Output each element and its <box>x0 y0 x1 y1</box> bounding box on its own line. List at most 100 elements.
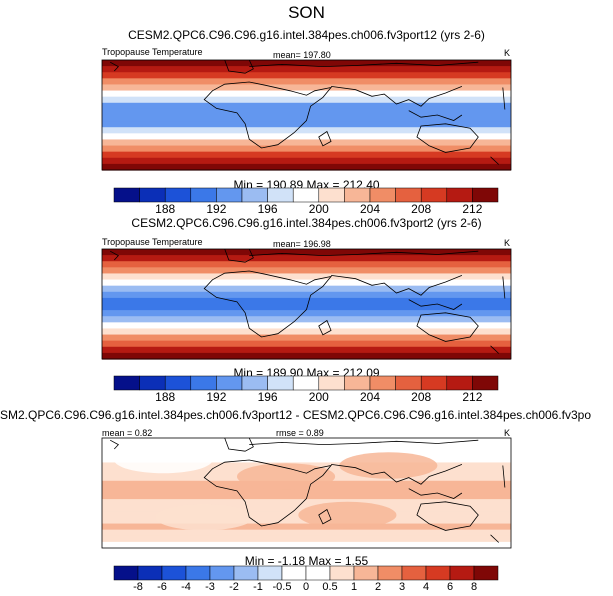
colorbar-tick-label: 2 <box>375 581 381 593</box>
lat-band <box>102 145 511 153</box>
coastline <box>417 124 478 153</box>
colorbar-tick-label: 204 <box>360 202 380 216</box>
lat-band <box>102 255 511 262</box>
coastline <box>491 535 499 543</box>
lat-band <box>102 444 511 451</box>
colorbar-swatch <box>318 187 345 203</box>
colorbar-swatch <box>292 375 320 391</box>
panel2-mean-label: mean= 196.98 <box>273 239 331 249</box>
colorbar-swatch <box>305 565 331 581</box>
colorbar-swatch <box>353 565 379 581</box>
lat-band <box>102 78 511 86</box>
lat-band <box>102 273 511 281</box>
colorbar-swatch <box>241 187 268 203</box>
colorbar-tick-label: 0 <box>303 581 309 593</box>
lat-band <box>102 529 511 537</box>
panel3-mean-label: mean = 0.82 <box>102 428 153 438</box>
colorbar-tick-label: 192 <box>206 390 226 404</box>
lat-band <box>102 139 511 147</box>
lat-band <box>102 328 511 336</box>
colorbar-tick-label: -8 <box>133 581 143 593</box>
coastline <box>417 502 478 531</box>
colorbar-tick-label: 0.5 <box>322 581 337 593</box>
lat-band <box>102 340 511 348</box>
colorbar-swatch <box>241 375 268 391</box>
colorbar-tick-label: 196 <box>258 202 278 216</box>
lat-band <box>102 334 511 342</box>
colorbar-tick-label: 1 <box>351 581 357 593</box>
anomaly-patch <box>155 504 254 531</box>
colorbar-tick-label: 208 <box>411 390 431 404</box>
coastline <box>319 510 331 524</box>
colorbar-swatch <box>446 187 473 203</box>
panel2-units-label: K <box>504 238 511 248</box>
colorbar-swatch <box>425 565 451 581</box>
coastlines <box>110 249 505 354</box>
colorbar-tick-label: 200 <box>309 202 329 216</box>
colorbar-swatch <box>113 187 140 203</box>
colorbar-tick-label: 4 <box>423 581 429 593</box>
colorbar-swatch <box>401 565 427 581</box>
colorbar-swatch <box>216 187 243 203</box>
panel1-mean-label: mean= 197.80 <box>273 50 331 60</box>
colorbar-swatch <box>164 375 192 391</box>
coastlines <box>110 60 505 165</box>
panel3-case-title: SM2.QPC6.C96.C96.g16.intel.384pes.ch006.… <box>0 408 592 422</box>
colorbar-tick-label: -2 <box>229 581 239 593</box>
colorbar-swatch <box>420 187 448 203</box>
lat-band <box>102 115 511 122</box>
panel1-variable-label: Tropopause Temperature <box>102 47 203 57</box>
lat-band <box>102 523 511 531</box>
colorbar-swatch <box>446 375 473 391</box>
lat-band <box>102 297 511 305</box>
colorbar-tick-label: 3 <box>399 581 405 593</box>
coastline <box>110 251 118 260</box>
colorbar-swatch <box>209 565 235 581</box>
coastline <box>409 300 462 310</box>
colorbar-swatch <box>161 565 187 581</box>
anomaly-patch <box>114 446 213 474</box>
colorbar-swatch <box>164 187 192 203</box>
coastline <box>319 321 331 335</box>
coastline <box>409 489 462 499</box>
coastline <box>503 466 505 488</box>
lat-band <box>102 261 511 268</box>
colorbar-tick-label: 192 <box>206 202 226 216</box>
lat-band <box>102 108 511 116</box>
colorbar-swatch <box>473 565 499 581</box>
lat-band <box>102 499 511 506</box>
lat-band <box>102 493 511 500</box>
lat-band <box>102 127 511 134</box>
lat-band <box>102 310 511 317</box>
colorbar-swatch <box>233 565 259 581</box>
panel1-case-title: CESM2.QPC6.C96.C96.g16.intel.384pes.ch00… <box>128 28 485 42</box>
colorbar-swatch <box>395 375 422 391</box>
coastline <box>204 460 331 526</box>
lat-band <box>102 267 511 275</box>
coastlines <box>110 438 505 543</box>
coastline <box>503 277 505 299</box>
colorbar-1: 188 192 196 200 204 208 212 <box>113 187 499 216</box>
lat-band <box>102 438 511 445</box>
lat-band <box>102 486 511 494</box>
lat-band <box>102 90 511 98</box>
colorbar-swatch <box>292 187 320 203</box>
colorbar-swatch <box>267 187 294 203</box>
lat-band <box>102 66 511 73</box>
coastline <box>110 440 118 449</box>
colorbar-2: 188 192 196 200 204 208 212 <box>113 375 499 404</box>
lat-band <box>102 316 511 323</box>
colorbar-tick-label: 6 <box>447 581 453 593</box>
panel2-case-title: CESM2.QPC6.C96.C96.g16.intel.384pes.ch00… <box>131 216 482 230</box>
lat-band <box>102 102 511 110</box>
colorbar-swatch <box>420 375 448 391</box>
map-panel-3 <box>102 438 511 549</box>
map-panel-2 <box>102 249 511 360</box>
lat-band <box>102 96 511 104</box>
colorbar-tick-label: 188 <box>155 202 175 216</box>
colorbar-swatch <box>257 565 283 581</box>
colorbar-swatch <box>216 375 243 391</box>
colorbar-swatch <box>449 565 475 581</box>
lat-band <box>102 249 511 256</box>
map-panel-1 <box>102 60 511 171</box>
